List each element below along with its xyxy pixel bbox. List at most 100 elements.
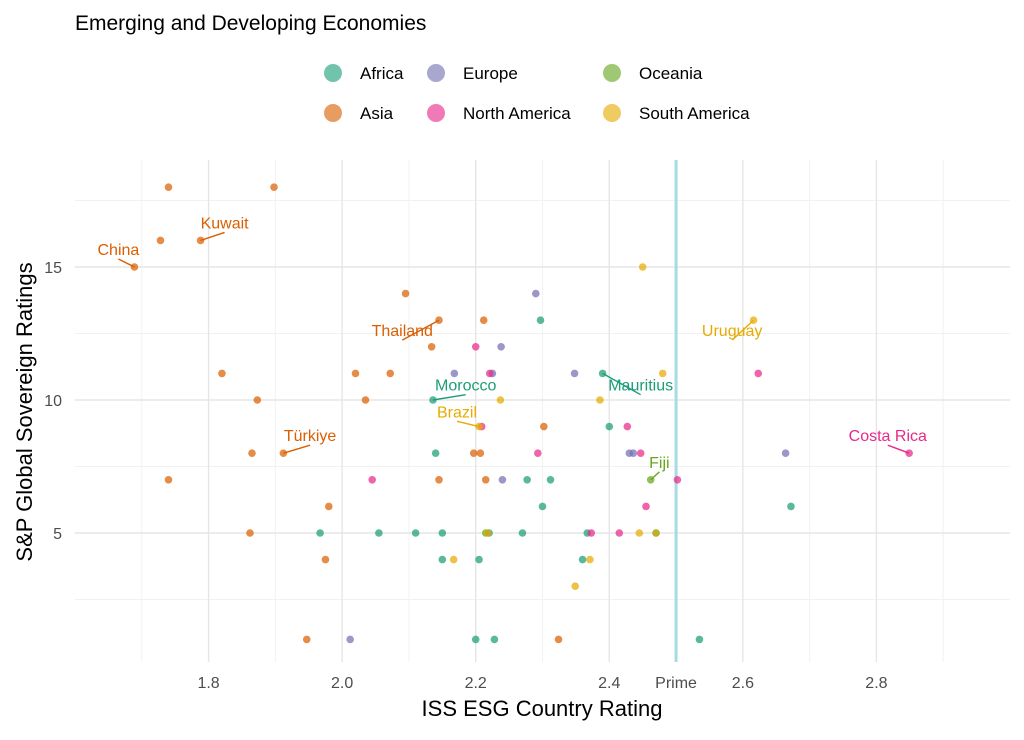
data-point xyxy=(490,635,499,644)
data-point xyxy=(570,369,579,378)
grid xyxy=(75,160,1010,662)
data-point xyxy=(435,316,443,325)
data-point xyxy=(636,449,645,458)
data-point xyxy=(248,449,256,458)
annotation-connector xyxy=(650,471,660,481)
annotation-label: Thailand xyxy=(372,323,433,340)
legend-item: Oceania xyxy=(603,64,703,83)
legend-key xyxy=(324,104,342,122)
data-point xyxy=(497,343,505,351)
data-point xyxy=(536,316,545,325)
y-tick-label: 5 xyxy=(53,526,62,543)
data-point xyxy=(246,529,254,537)
data-point xyxy=(481,476,490,484)
data-point xyxy=(449,555,458,564)
annotation-connector xyxy=(118,258,135,268)
x-tick-label: Prime xyxy=(655,675,697,692)
data-point xyxy=(695,635,704,644)
data-point xyxy=(571,582,580,590)
data-point xyxy=(605,422,614,431)
data-point xyxy=(316,529,324,537)
data-point xyxy=(218,369,226,378)
data-point xyxy=(496,396,505,404)
x-tick-label: 2.2 xyxy=(465,675,487,692)
data-point xyxy=(411,529,420,537)
annotations-layer: China Kuwait Thailand Türkiye Morocco Mauriti… xyxy=(98,215,927,481)
x-tick-label: 2.4 xyxy=(598,675,620,692)
data-point xyxy=(787,502,795,511)
data-point xyxy=(253,396,262,404)
annotation-label: Fiji xyxy=(649,455,669,472)
annotation-connector xyxy=(602,372,642,396)
legend-key xyxy=(324,64,342,82)
data-point xyxy=(642,502,650,511)
legend-label: Asia xyxy=(360,104,394,123)
legend-key xyxy=(603,104,621,122)
data-point xyxy=(475,555,483,564)
data-point xyxy=(781,449,790,458)
annotation-label: Morocco xyxy=(435,378,496,395)
data-point xyxy=(324,502,333,511)
data-point xyxy=(586,555,594,564)
data-point xyxy=(540,422,548,431)
data-point xyxy=(431,449,440,458)
data-point xyxy=(375,529,383,537)
data-point xyxy=(156,236,165,245)
y-tick-label: 10 xyxy=(44,393,62,410)
data-point xyxy=(498,476,507,484)
annotation-connector xyxy=(432,393,466,401)
x-tick-label: 2.0 xyxy=(331,675,353,692)
data-point xyxy=(386,369,395,378)
legend: Africa Europe Oceania Asia North America Sout… xyxy=(324,64,750,123)
data-point xyxy=(635,529,644,537)
data-point xyxy=(427,343,436,351)
annotation-label: Uruguay xyxy=(702,323,762,340)
data-point xyxy=(476,449,485,458)
data-point xyxy=(638,263,647,271)
data-point xyxy=(532,289,540,298)
data-point xyxy=(469,449,478,458)
annotation-label: Türkiye xyxy=(284,428,337,445)
annotation-connector xyxy=(887,444,910,454)
legend-label: Oceania xyxy=(639,64,703,83)
data-point xyxy=(351,369,360,378)
data-point xyxy=(270,183,278,191)
x-tick-label: 2.6 xyxy=(732,675,754,692)
legend-item: North America xyxy=(427,104,571,123)
y-tick-label: 15 xyxy=(44,260,62,277)
x-tick-label: 2.8 xyxy=(865,675,887,692)
legend-label: North America xyxy=(463,104,571,123)
data-point xyxy=(652,529,660,537)
data-point xyxy=(538,502,547,511)
chart-title: Emerging and Developing Economies xyxy=(75,12,426,35)
annotation-connector xyxy=(401,319,440,341)
annotation-label: Brazil xyxy=(437,404,477,421)
data-point xyxy=(302,635,311,644)
data-point xyxy=(534,449,542,458)
data-point xyxy=(435,476,443,484)
data-point xyxy=(673,476,682,484)
annotation-label: Mauritius xyxy=(608,378,673,395)
data-point xyxy=(401,289,410,298)
annotation-connector xyxy=(200,231,225,242)
annotation-label: China xyxy=(98,242,140,259)
annotation-label: Costa Rica xyxy=(849,428,927,445)
data-point xyxy=(438,529,447,537)
legend-item: Asia xyxy=(324,104,394,123)
data-point xyxy=(518,529,527,537)
data-point xyxy=(361,396,370,404)
data-point xyxy=(471,343,480,351)
data-point xyxy=(754,369,763,378)
data-point xyxy=(596,396,604,404)
data-point xyxy=(658,369,667,378)
legend-label: South America xyxy=(639,104,750,123)
x-tick-label: 1.8 xyxy=(197,675,219,692)
data-point xyxy=(438,555,447,564)
x-axis-label: ISS ESG Country Rating xyxy=(422,696,663,721)
legend-key xyxy=(603,64,621,82)
data-point xyxy=(554,635,563,644)
data-point xyxy=(471,635,480,644)
legend-key xyxy=(427,64,445,82)
